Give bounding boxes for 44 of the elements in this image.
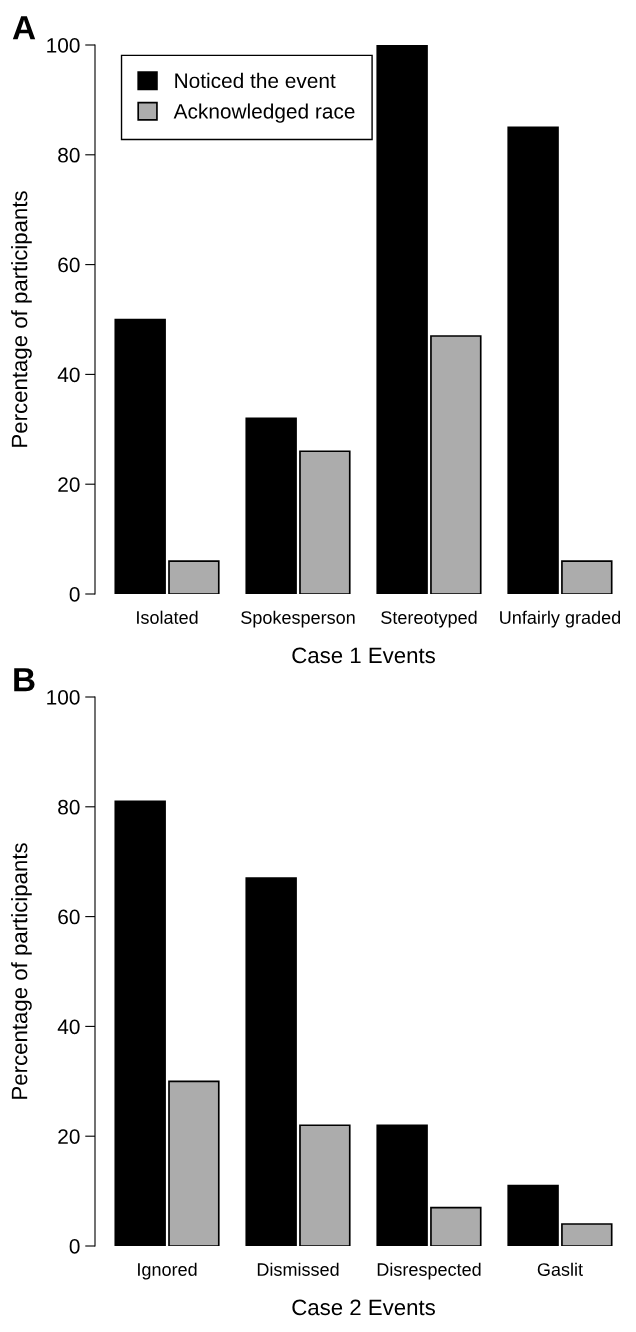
x-tick-label: Ignored [138,1262,197,1280]
bar [507,1184,559,1246]
bar [168,1080,220,1246]
bar [114,318,166,594]
bar [561,560,613,594]
y-tick-label: 20 [58,477,80,492]
legend-label: Noticed the event [175,72,336,89]
bar [430,335,482,594]
y-tick-label: 60 [58,909,80,925]
bar [245,417,297,594]
y-axis-title: Percentage of participants [11,843,32,1099]
y-tick-label: 40 [57,367,80,383]
bar [376,1124,428,1246]
y-tick-label: 60 [58,257,80,273]
bar [507,126,559,594]
y-tick-label: 100 [47,690,80,705]
bar [299,450,351,594]
x-tick-label: Gaslit [537,1262,583,1276]
bar [114,800,166,1246]
y-tick-label: 40 [57,1019,80,1035]
bar [245,877,297,1246]
x-tick-label: Isolated [137,610,198,624]
y-tick-label: 0 [69,587,80,602]
x-axis-title: Case 2 Events [292,1299,435,1316]
bar [299,1124,351,1246]
text: A [12,16,36,40]
x-tick-label: Spokesperson [241,610,355,628]
x-tick-label: Unfairly graded [500,610,621,628]
y-tick-label: 80 [58,147,80,163]
x-tick-label: Stereotyped [381,610,477,628]
bar [168,560,220,594]
x-axis-title: Case 1 Events [292,647,435,664]
bar [376,45,428,594]
legend-label: Acknowledged race [173,103,355,123]
x-tick-label: Dismissed [257,1262,339,1276]
y-tick-label: 0 [69,1239,80,1254]
y-tick-label: 20 [58,1129,80,1144]
bar [430,1206,482,1246]
text: B [14,668,35,692]
bar [561,1223,613,1246]
y-tick-label: 100 [47,38,80,53]
y-axis-title: Percentage of participants [11,191,32,447]
x-tick-label: Disrespected [377,1262,481,1280]
y-tick-label: 80 [58,799,80,815]
